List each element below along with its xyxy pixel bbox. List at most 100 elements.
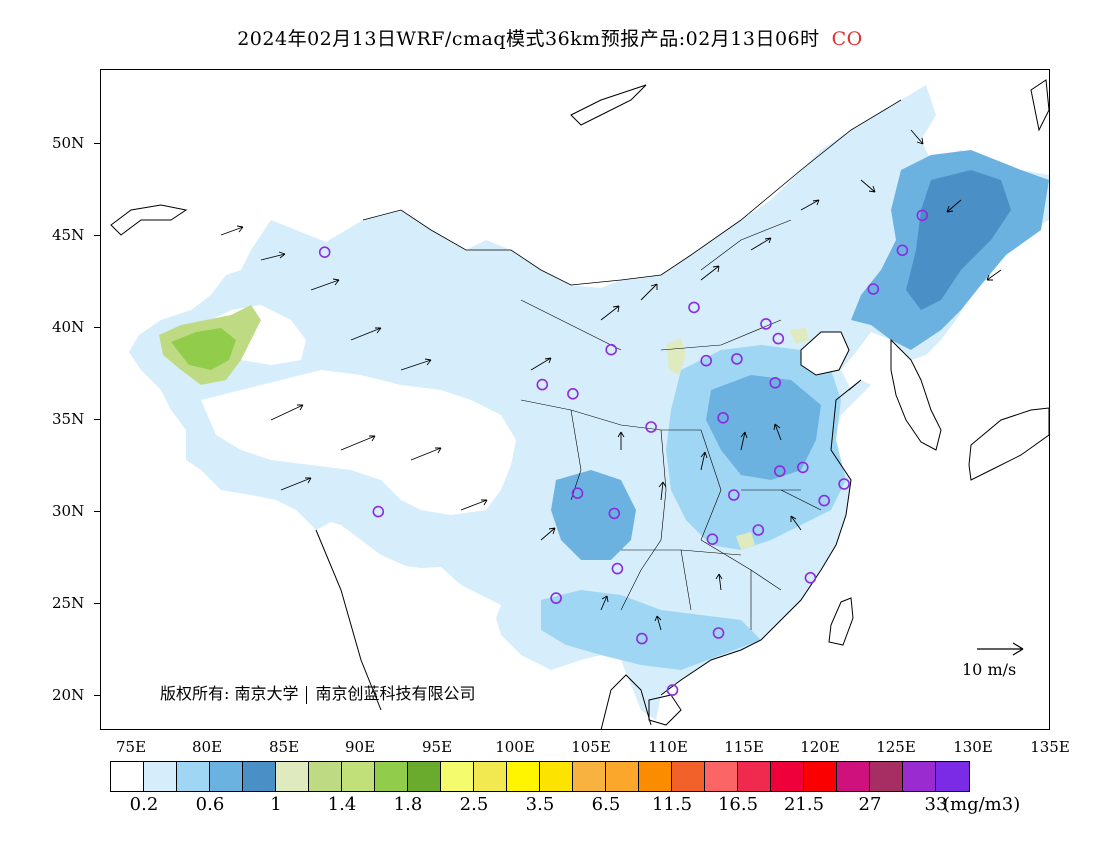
indochina-coast [600, 674, 652, 729]
map-title: 2024年02月13日WRF/cmaq模式36km预报产品:02月13日06时 C… [0, 24, 1100, 51]
station-marker[interactable] [571, 487, 584, 500]
wind-arrow [640, 283, 658, 301]
color-legend [110, 761, 970, 792]
wind-arrow [600, 595, 609, 611]
legend-swatch-18 [705, 762, 738, 791]
station-marker[interactable] [752, 524, 765, 536]
concentration-field [129, 85, 1049, 720]
station-marker[interactable] [700, 354, 713, 367]
lon-label-75e: 75E [115, 738, 147, 756]
wind-arrow [946, 199, 962, 213]
taiwan-outline [828, 597, 854, 646]
station-marker[interactable] [611, 562, 624, 575]
station-marker[interactable] [717, 411, 729, 424]
station-marker[interactable] [838, 478, 850, 490]
map-panel[interactable] [100, 69, 1050, 730]
balkhash-lake [110, 204, 188, 236]
legend-swatch-25 [936, 762, 969, 791]
station-marker[interactable] [727, 489, 740, 501]
wind-arrow [350, 327, 382, 341]
legend-swatch-16 [639, 762, 672, 791]
northeast-core [906, 170, 1011, 310]
lon-label-90e: 90E [344, 738, 376, 756]
station-marker[interactable] [608, 507, 621, 520]
wind-arrow [800, 199, 820, 211]
lon-label-85e: 85E [268, 738, 300, 756]
wind-arrow [530, 357, 552, 371]
east-plain-core [706, 375, 821, 480]
station-marker[interactable] [712, 627, 725, 639]
china-outline [129, 85, 1049, 720]
legend-label: 0.2 [129, 794, 159, 815]
station-marker[interactable] [760, 318, 772, 330]
lon-label-115e: 115E [724, 738, 764, 756]
coastline-east [660, 379, 862, 696]
legend-swatch-8 [375, 762, 408, 791]
legend-swatch-17 [672, 762, 705, 791]
station-marker[interactable] [666, 684, 679, 696]
legend-label: 1.8 [393, 794, 423, 815]
wind-arrow [715, 573, 723, 591]
station-marker[interactable] [796, 461, 809, 474]
legend-swatch-5 [276, 762, 309, 791]
wind-arrow [270, 404, 304, 421]
tarim-core [171, 328, 236, 370]
station-marker[interactable] [731, 353, 743, 365]
lon-label-110e: 110E [648, 738, 688, 756]
station-marker[interactable] [706, 533, 719, 546]
station-marker[interactable] [772, 332, 785, 345]
lat-label-30n: 30N [52, 502, 85, 520]
legend-label: 16.5 [717, 794, 759, 815]
legend-swatch-1 [144, 762, 177, 791]
species-label: CO [831, 28, 863, 50]
legend-swatch-19 [738, 762, 771, 791]
legend-swatch-12 [507, 762, 540, 791]
reference-vector-label: 10 m/s [962, 660, 1017, 679]
south-high [541, 590, 761, 670]
wind-arrow [310, 278, 340, 291]
legend-label: 2.5 [459, 794, 489, 815]
station-marker[interactable] [867, 283, 880, 295]
legend-swatch-20 [771, 762, 804, 791]
station-marker[interactable] [645, 421, 657, 433]
lon-label-120e: 120E [800, 738, 840, 756]
station-markers [318, 209, 929, 696]
wind-arrow [860, 179, 876, 193]
lat-label-45n: 45N [52, 226, 85, 244]
lat-label-35n: 35N [52, 410, 85, 428]
legend-swatch-15 [606, 762, 639, 791]
legend-label: 1 [270, 794, 282, 815]
japan-outline [968, 407, 1049, 481]
legend-swatch-21 [804, 762, 837, 791]
station-marker[interactable] [536, 378, 549, 391]
wind-arrow [617, 431, 625, 450]
legend-swatch-4 [243, 762, 276, 791]
lat-label-20n: 20N [52, 686, 85, 704]
station-marker[interactable] [550, 592, 562, 604]
station-marker[interactable] [636, 632, 648, 645]
station-marker[interactable] [605, 343, 618, 356]
baikal-lake [570, 84, 647, 126]
wind-arrow [986, 269, 1002, 281]
station-marker[interactable] [567, 387, 579, 400]
legend-swatch-22 [837, 762, 870, 791]
wind-arrow [280, 477, 312, 491]
station-marker[interactable] [773, 465, 786, 477]
legend-swatch-0 [111, 762, 144, 791]
wind-arrow [460, 499, 488, 511]
station-marker[interactable] [804, 571, 817, 584]
lat-tick [94, 603, 100, 604]
station-marker[interactable] [818, 494, 831, 507]
station-marker[interactable] [896, 244, 909, 257]
station-marker[interactable] [769, 376, 782, 389]
lon-label-95e: 95E [421, 738, 453, 756]
india-border [315, 529, 382, 711]
lat-tick [94, 695, 100, 696]
station-marker[interactable] [318, 246, 331, 258]
station-marker[interactable] [372, 505, 385, 518]
station-marker[interactable] [688, 301, 700, 314]
lon-label-130e: 130E [953, 738, 993, 756]
station-marker[interactable] [916, 209, 929, 222]
legend-swatch-7 [342, 762, 375, 791]
wind-arrow [410, 447, 442, 461]
